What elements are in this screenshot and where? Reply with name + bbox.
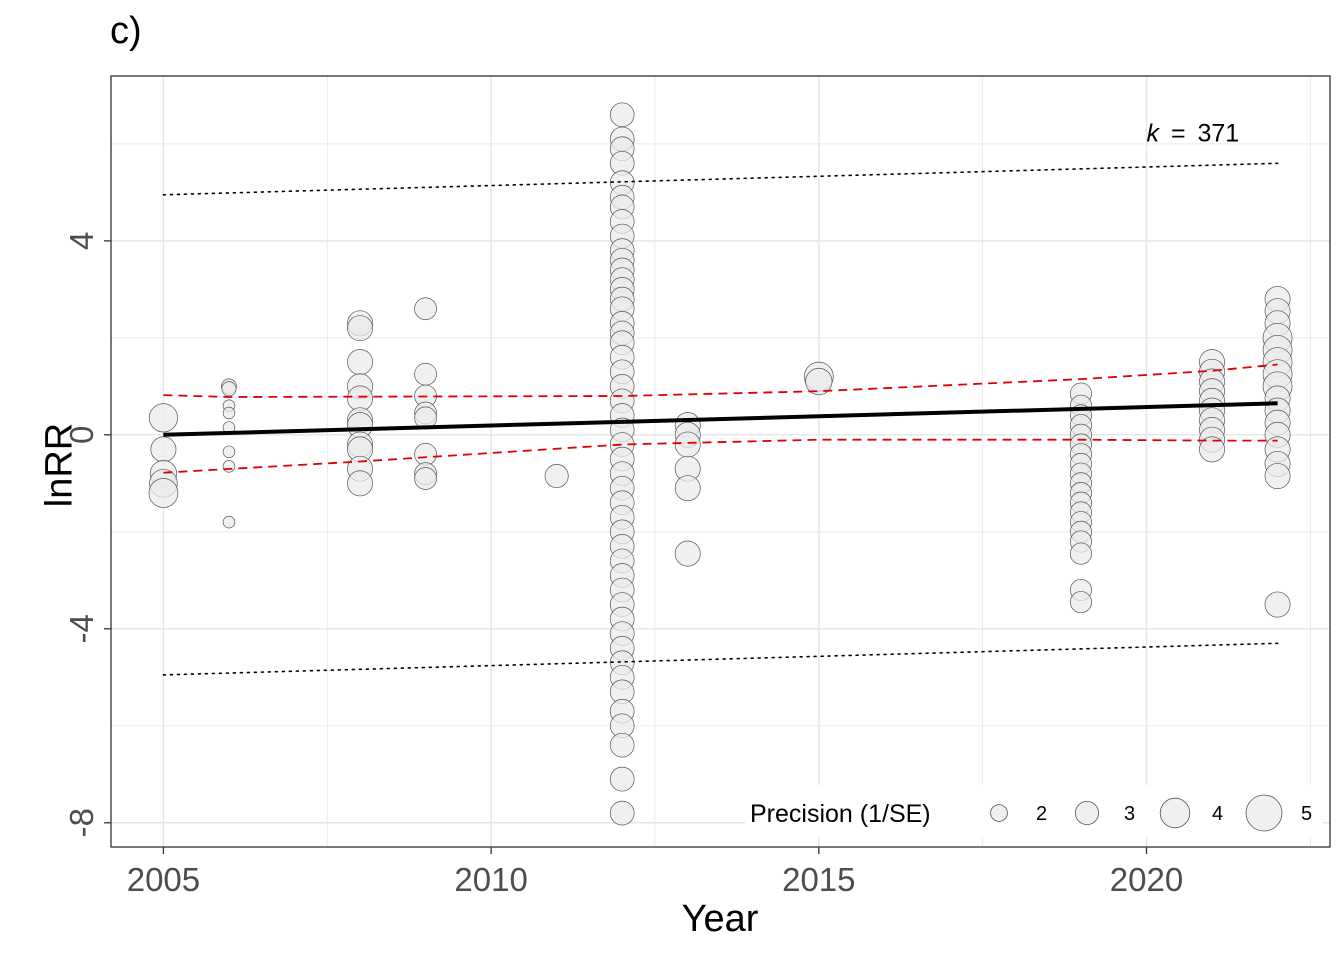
data-point bbox=[150, 436, 177, 463]
data-point bbox=[347, 385, 373, 412]
data-point bbox=[347, 315, 373, 342]
data-point bbox=[1199, 436, 1225, 463]
data-point bbox=[414, 442, 437, 466]
grid-layer bbox=[111, 76, 1330, 847]
data-point bbox=[609, 766, 635, 792]
data-point bbox=[148, 478, 179, 508]
y-tick-label: 4 bbox=[63, 232, 100, 250]
legend-label: 5 bbox=[1301, 803, 1312, 825]
axis-layer: 2005 2010 2015 2020 -8 -4 0 4 bbox=[63, 232, 1183, 898]
y-tick-label: -4 bbox=[63, 614, 100, 643]
data-point bbox=[609, 800, 635, 826]
legend-label: 2 bbox=[1036, 803, 1047, 825]
k-value: 371 bbox=[1198, 119, 1240, 147]
data-point bbox=[347, 349, 373, 376]
data-point bbox=[222, 406, 236, 420]
points-layer bbox=[148, 102, 1293, 826]
data-point bbox=[1264, 463, 1291, 489]
data-point bbox=[222, 445, 236, 459]
panel-border bbox=[110, 75, 1331, 848]
interval-layer bbox=[162, 162, 1279, 676]
data-point bbox=[544, 464, 569, 489]
legend-label: 3 bbox=[1124, 803, 1135, 825]
data-point bbox=[609, 732, 635, 758]
confidence-interval-lower bbox=[163, 438, 1278, 474]
prediction-interval-lower bbox=[162, 642, 1279, 676]
legend-label: 4 bbox=[1212, 803, 1223, 825]
panel-tag: c) bbox=[110, 10, 142, 52]
x-tick-label: 2005 bbox=[127, 861, 200, 898]
data-point bbox=[414, 362, 437, 386]
data-point bbox=[414, 297, 437, 321]
data-point bbox=[1069, 591, 1092, 614]
data-point bbox=[221, 381, 237, 397]
legend-background bbox=[745, 785, 1323, 837]
data-point bbox=[414, 467, 437, 490]
data-point bbox=[1069, 542, 1092, 565]
data-point bbox=[347, 470, 373, 497]
confidence-interval-upper bbox=[163, 363, 1278, 398]
annotation-layer: k = 371 bbox=[1146, 119, 1239, 147]
legend-key bbox=[1159, 797, 1191, 829]
legend: Precision (1/SE) 2 3 4 5 bbox=[745, 785, 1323, 837]
x-tick-label: 2015 bbox=[782, 861, 855, 898]
data-point bbox=[1264, 591, 1291, 618]
k-equals: = bbox=[1171, 119, 1186, 147]
fit-layer bbox=[163, 401, 1278, 437]
x-tick-label: 2020 bbox=[1110, 861, 1183, 898]
k-annotation: k = 371 bbox=[1146, 119, 1239, 147]
legend-key bbox=[1075, 801, 1100, 826]
regression-fit-line bbox=[163, 401, 1278, 437]
data-point bbox=[674, 475, 701, 502]
y-tick-label: 0 bbox=[63, 426, 100, 444]
prediction-interval-upper bbox=[162, 162, 1279, 196]
y-tick-label: -8 bbox=[63, 808, 100, 837]
k-symbol: k bbox=[1146, 119, 1160, 147]
data-point bbox=[148, 403, 178, 433]
legend-key bbox=[990, 804, 1008, 822]
data-point bbox=[805, 367, 833, 396]
data-point bbox=[609, 102, 635, 128]
x-tick-label: 2010 bbox=[454, 861, 527, 898]
data-point bbox=[222, 515, 236, 529]
legend-title: Precision (1/SE) bbox=[750, 800, 931, 828]
data-point bbox=[674, 431, 701, 458]
x-axis-label: Year bbox=[681, 898, 759, 940]
data-point bbox=[674, 540, 701, 567]
legend-key bbox=[1245, 794, 1283, 832]
data-point bbox=[222, 460, 236, 473]
